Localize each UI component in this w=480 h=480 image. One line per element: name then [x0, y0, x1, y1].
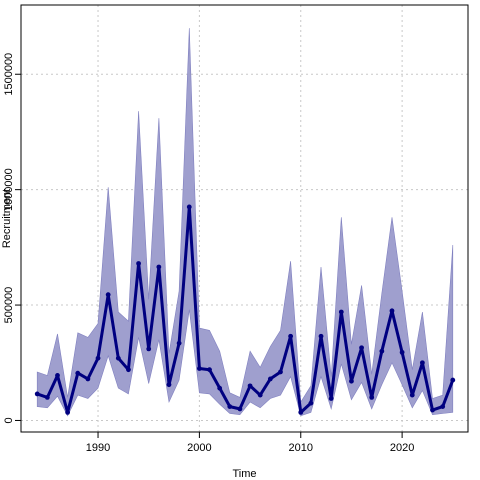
median-point — [65, 409, 71, 415]
median-point — [379, 348, 385, 354]
median-point — [318, 333, 324, 339]
y-tick-label: 1500000 — [3, 53, 15, 96]
y-tick-label: 500000 — [3, 287, 15, 324]
median-point — [85, 376, 91, 382]
x-axis-title: Time — [232, 468, 256, 480]
x-tick-label: 2020 — [390, 442, 414, 454]
y-tick-label: 0 — [3, 417, 15, 423]
median-point — [146, 346, 152, 352]
median-point — [328, 396, 334, 401]
median-point — [247, 383, 253, 389]
median-point — [95, 355, 101, 361]
median-line — [36, 205, 455, 414]
median-point — [44, 394, 50, 400]
median-point — [196, 366, 202, 371]
x-tick-label: 2010 — [289, 442, 313, 454]
median-point — [237, 406, 243, 412]
median-point — [308, 400, 314, 406]
median-point — [176, 340, 182, 346]
median-point — [450, 377, 456, 383]
median-series — [34, 204, 456, 415]
median-point — [156, 264, 162, 270]
median-point — [359, 345, 364, 351]
median-point — [75, 370, 81, 376]
median-point — [399, 349, 405, 355]
median-point — [186, 204, 192, 210]
median-point — [136, 261, 141, 266]
median-point — [105, 292, 111, 298]
median-point — [257, 392, 263, 398]
axes: 1990 2000 2010 2020 0 500000 1000000 1500000 — [3, 53, 414, 454]
median-point — [126, 367, 131, 373]
y-axis-title: Recruitment — [1, 189, 13, 248]
median-point — [34, 391, 40, 397]
x-tick-label: 2000 — [187, 442, 211, 454]
plot-frame — [20, 4, 469, 433]
median-point — [389, 308, 395, 314]
median-point — [217, 385, 223, 391]
median-point — [288, 333, 294, 339]
median-point — [227, 404, 233, 410]
median-point — [55, 373, 60, 378]
y-tick-label: 1000000 — [3, 168, 15, 211]
median-point — [440, 404, 446, 410]
interval-band — [36, 28, 454, 417]
median-point — [369, 394, 375, 400]
median-point — [409, 392, 415, 398]
median-point — [419, 360, 425, 366]
median-point — [298, 409, 304, 415]
median-point — [278, 369, 283, 375]
median-point — [349, 378, 354, 384]
median-point — [267, 376, 273, 382]
median-point — [166, 382, 172, 388]
median-point — [430, 407, 435, 413]
median-point — [115, 355, 121, 361]
median-point — [207, 367, 212, 373]
median-point — [338, 309, 344, 315]
x-tick-label: 1990 — [86, 442, 110, 454]
credible-interval-band — [36, 28, 454, 417]
